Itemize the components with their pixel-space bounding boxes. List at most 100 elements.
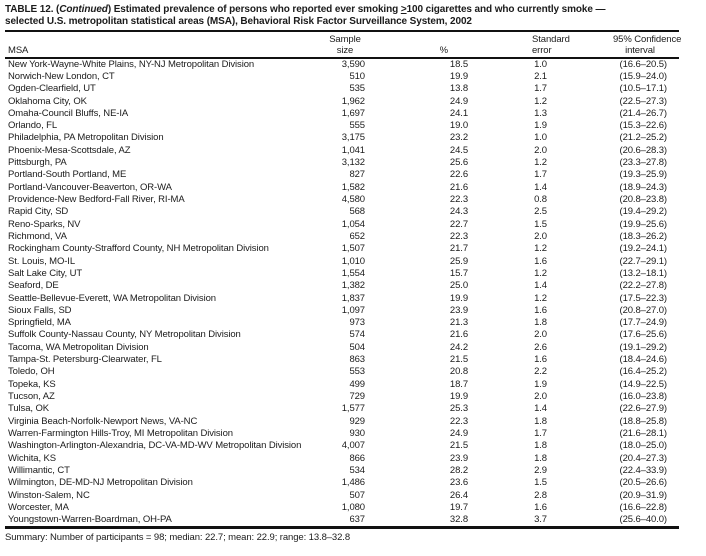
- cell-se: 1.8: [534, 317, 547, 329]
- cell-sample: 1,582: [341, 181, 365, 193]
- cell-pct: 23.9: [449, 304, 468, 316]
- cell-msa: Omaha-Council Bluffs, NE-IA: [8, 107, 129, 119]
- cell-sample: 555: [349, 120, 365, 132]
- cell-msa: Washington-Arlington-Alexandria, DC-VA-M…: [8, 440, 302, 452]
- cell-ci: (16.4–25.2): [619, 366, 668, 378]
- cell-ci: (18.0–25.0): [619, 440, 668, 452]
- table-row: Richmond, VA 652 22.3 2.0 (18.3–26.2): [5, 231, 679, 243]
- cell-se: 2.5: [534, 206, 547, 218]
- cell-pct: 24.5: [449, 144, 468, 156]
- cell-ci: (15.9–24.0): [619, 70, 668, 82]
- cell-se: 1.6: [534, 255, 547, 267]
- cell-sample: 504: [349, 341, 365, 353]
- cell-msa: Norwich-New London, CT: [8, 70, 115, 82]
- cell-se: 0.8: [534, 194, 547, 206]
- cell-pct: 25.6: [449, 157, 468, 169]
- cell-pct: 13.8: [449, 83, 468, 95]
- cell-sample: 1,697: [341, 107, 365, 119]
- cell-pct: 24.1: [449, 107, 468, 119]
- cell-pct: 19.9: [449, 70, 468, 82]
- title-post: 100 cigarettes and who currently smoke —: [406, 4, 606, 15]
- table-row: Seattle-Bellevue-Everett, WA Metropolita…: [5, 293, 679, 305]
- cell-pct: 28.2: [449, 464, 468, 476]
- cell-msa: Rapid City, SD: [8, 206, 69, 218]
- table-row: Tacoma, WA Metropolitan Division 504 24.2 2…: [5, 342, 679, 354]
- cell-se: 1.6: [534, 354, 547, 366]
- cell-se: 1.4: [534, 181, 547, 193]
- cell-msa: Portland-Vancouver-Beaverton, OR-WA: [8, 181, 172, 193]
- cell-ci: (10.5–17.1): [619, 83, 668, 95]
- cell-sample: 1,080: [341, 501, 365, 513]
- cell-pct: 22.6: [449, 169, 468, 181]
- cell-ci: (21.6–28.1): [619, 427, 668, 439]
- cell-se: 1.2: [534, 157, 547, 169]
- cell-pct: 21.5: [449, 440, 468, 452]
- cell-ci: (22.6–27.9): [619, 403, 668, 415]
- cell-se: 1.0: [534, 58, 547, 70]
- cell-sample: 729: [349, 391, 365, 403]
- cell-se: 2.9: [534, 464, 547, 476]
- cell-sample: 510: [349, 70, 365, 82]
- cell-se: 1.3: [534, 107, 547, 119]
- cell-se: 1.7: [534, 427, 547, 439]
- cell-msa: Pittsburgh, PA: [8, 157, 67, 169]
- table-row: Philadelphia, PA Metropolitan Division 3,…: [5, 132, 679, 144]
- cell-pct: 20.8: [449, 366, 468, 378]
- cell-sample: 637: [349, 514, 365, 526]
- cell-se: 1.5: [534, 477, 547, 489]
- cell-ci: (18.8–25.8): [619, 415, 668, 427]
- cell-se: 1.4: [534, 280, 547, 292]
- cell-pct: 18.5: [449, 58, 468, 70]
- title-prefix: TABLE 12. (: [5, 4, 60, 15]
- cell-pct: 24.9: [449, 95, 468, 107]
- table-row: Ogden-Clearfield, UT 535 13.8 1.7 (10.5–17.1…: [5, 83, 679, 95]
- cell-se: 1.7: [534, 83, 547, 95]
- cell-ci: (20.6–28.3): [619, 144, 668, 156]
- cell-sample: 1,382: [341, 280, 365, 292]
- cell-msa: St. Louis, MO-IL: [8, 255, 76, 267]
- cell-msa: Willimantic, CT: [8, 464, 70, 476]
- cell-ci: (16.0–23.8): [619, 391, 668, 403]
- cell-se: 1.8: [534, 440, 547, 452]
- cell-msa: Tucson, AZ: [8, 391, 55, 403]
- table-row: Rockingham County-Strafford County, NH M…: [5, 243, 679, 255]
- table-row: Sioux Falls, SD 1,097 23.9 1.6 (20.8–27.0): [5, 305, 679, 317]
- cell-msa: Worcester, MA: [8, 501, 69, 513]
- cell-se: 1.8: [534, 452, 547, 464]
- table-row: New York-Wayne-White Plains, NY-NJ Metro…: [5, 58, 679, 71]
- cell-ci: (18.9–24.3): [619, 181, 668, 193]
- cell-pct: 19.9: [449, 292, 468, 304]
- cell-pct: 18.7: [449, 378, 468, 390]
- cell-ci: (19.1–29.2): [619, 341, 668, 353]
- cell-msa: Salt Lake City, UT: [8, 267, 83, 279]
- cell-pct: 22.7: [449, 218, 468, 230]
- cell-ci: (20.8–27.0): [619, 304, 668, 316]
- column-header-msa: MSA: [5, 30, 325, 59]
- cell-ci: (17.6–25.6): [619, 329, 668, 341]
- table-row: Winston-Salem, NC 507 26.4 2.8 (20.9–31.9): [5, 490, 679, 502]
- column-header-percent: %: [365, 30, 468, 59]
- cell-sample: 3,590: [341, 58, 365, 70]
- table-header: MSA Sample size % Standard error 95% Con…: [5, 30, 681, 59]
- cell-msa: Seattle-Bellevue-Everett, WA Metropolita…: [8, 292, 216, 304]
- cell-pct: 22.3: [449, 230, 468, 242]
- cell-pct: 19.0: [449, 120, 468, 132]
- cell-pct: 22.3: [449, 194, 468, 206]
- cell-msa: Winston-Salem, NC: [8, 489, 90, 501]
- cell-se: 2.8: [534, 489, 547, 501]
- cell-ci: (14.9–22.5): [619, 378, 668, 390]
- cell-ci: (19.9–25.6): [619, 218, 668, 230]
- cell-msa: Wilmington, DE-MD-NJ Metropolitan Divisi…: [8, 477, 193, 489]
- cell-sample: 4,007: [341, 440, 365, 452]
- table-row: Virginia Beach-Norfolk-Newport News, VA-…: [5, 416, 679, 428]
- cell-pct: 23.6: [449, 477, 468, 489]
- cell-se: 2.0: [534, 329, 547, 341]
- cell-msa: Virginia Beach-Norfolk-Newport News, VA-…: [8, 415, 198, 427]
- table-row: Seaford, DE 1,382 25.0 1.4 (22.2–27.8): [5, 280, 679, 292]
- cell-msa: Topeka, KS: [8, 378, 56, 390]
- table-row: Topeka, KS 499 18.7 1.9 (14.9–22.5): [5, 379, 679, 391]
- cell-sample: 3,175: [341, 132, 365, 144]
- cell-sample: 930: [349, 427, 365, 439]
- cell-msa: Suffolk County-Nassau County, NY Metropo…: [8, 329, 241, 341]
- cell-msa: Ogden-Clearfield, UT: [8, 83, 96, 95]
